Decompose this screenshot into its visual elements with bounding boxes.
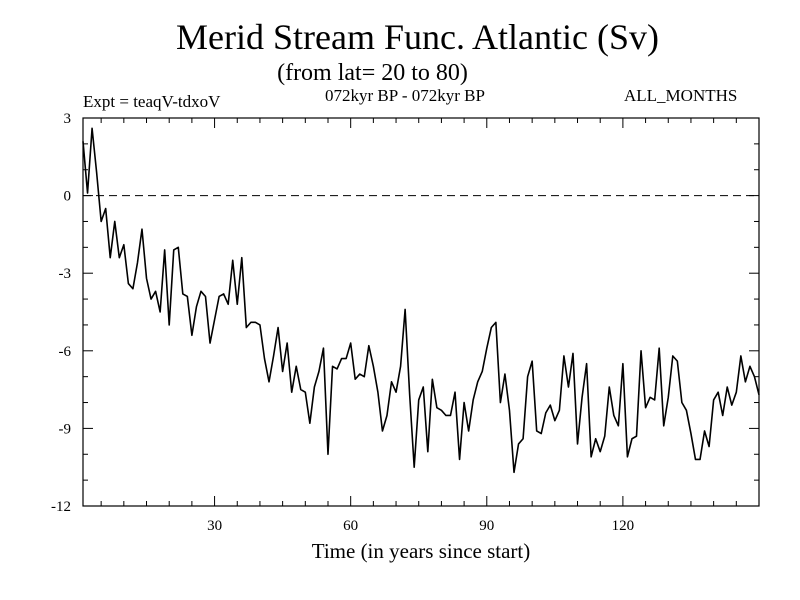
months-label: ALL_MONTHS [624, 86, 738, 105]
x-axis-label: Time (in years since start) [311, 539, 531, 563]
y-tick-label: -6 [59, 344, 72, 360]
experiment-label: Expt = teaqV-tdxoV [83, 92, 221, 111]
plot-frame [82, 117, 760, 507]
x-tick-label: 60 [343, 518, 358, 534]
y-tick-label: -9 [59, 421, 72, 437]
data-series-line [82, 127, 760, 474]
y-tick-label: -3 [59, 266, 72, 282]
x-tick-label: 90 [479, 518, 494, 534]
y-tick-label: -12 [51, 499, 71, 515]
x-tick-label: 30 [207, 518, 222, 534]
y-tick-label: 0 [64, 189, 72, 205]
y-tick-label: 3 [64, 111, 72, 127]
chart-title: Merid Stream Func. Atlantic (Sv) [176, 17, 659, 57]
chart-subtitle: (from lat= 20 to 80) [277, 60, 468, 86]
x-tick-label: 120 [612, 518, 635, 534]
period-label: 072kyr BP - 072kyr BP [325, 86, 485, 105]
